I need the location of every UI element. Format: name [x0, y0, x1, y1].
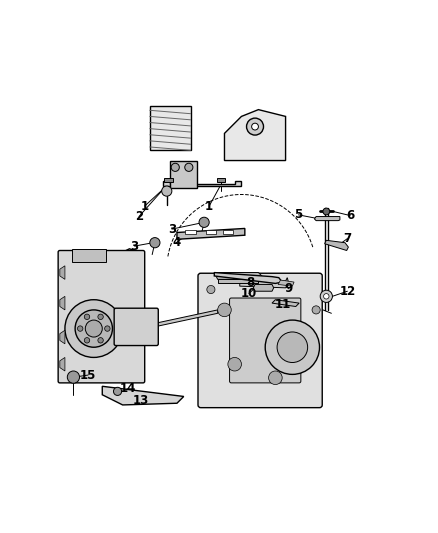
Circle shape: [98, 337, 103, 343]
Polygon shape: [72, 249, 106, 262]
Text: 8: 8: [246, 276, 254, 289]
Circle shape: [277, 332, 307, 362]
Polygon shape: [60, 330, 65, 344]
Polygon shape: [224, 110, 286, 160]
Polygon shape: [60, 296, 65, 310]
Circle shape: [85, 320, 102, 337]
Text: 4: 4: [172, 236, 180, 249]
Circle shape: [171, 163, 179, 172]
FancyBboxPatch shape: [198, 273, 322, 408]
Circle shape: [228, 358, 241, 371]
Circle shape: [207, 286, 215, 294]
Polygon shape: [253, 285, 274, 291]
Polygon shape: [325, 240, 348, 251]
Polygon shape: [177, 229, 245, 239]
Text: 3: 3: [131, 239, 138, 253]
Text: 12: 12: [339, 285, 356, 298]
Circle shape: [265, 320, 320, 374]
Polygon shape: [185, 230, 196, 234]
Text: 2: 2: [135, 210, 143, 223]
Text: 9: 9: [285, 282, 293, 295]
Text: 1: 1: [141, 199, 149, 213]
Polygon shape: [60, 266, 65, 279]
Circle shape: [113, 387, 122, 395]
Circle shape: [162, 186, 172, 196]
Polygon shape: [214, 272, 282, 284]
Polygon shape: [214, 272, 265, 279]
Circle shape: [150, 238, 160, 248]
Polygon shape: [218, 279, 258, 282]
Text: 6: 6: [346, 209, 354, 222]
Polygon shape: [146, 310, 218, 328]
Text: 7: 7: [343, 232, 351, 245]
Polygon shape: [314, 216, 340, 221]
Circle shape: [268, 371, 282, 385]
Text: 14: 14: [120, 382, 136, 395]
Text: 3: 3: [168, 223, 176, 236]
Circle shape: [312, 306, 320, 314]
Polygon shape: [170, 160, 197, 188]
Text: 15: 15: [80, 369, 96, 382]
Polygon shape: [240, 278, 289, 288]
Circle shape: [84, 314, 90, 319]
Polygon shape: [206, 230, 216, 234]
Circle shape: [84, 337, 90, 343]
Circle shape: [185, 163, 193, 172]
Text: 11: 11: [275, 298, 291, 311]
Circle shape: [98, 314, 103, 319]
Polygon shape: [223, 230, 233, 234]
FancyBboxPatch shape: [230, 298, 301, 383]
Circle shape: [320, 290, 332, 302]
Polygon shape: [164, 178, 173, 182]
Text: 13: 13: [133, 394, 149, 407]
Polygon shape: [278, 280, 294, 286]
Polygon shape: [272, 300, 299, 306]
Polygon shape: [102, 386, 184, 405]
FancyBboxPatch shape: [58, 251, 145, 383]
Polygon shape: [61, 249, 140, 378]
FancyBboxPatch shape: [114, 308, 158, 345]
Circle shape: [78, 326, 83, 332]
Circle shape: [323, 208, 330, 215]
Circle shape: [199, 217, 209, 228]
Circle shape: [324, 294, 329, 299]
Text: 5: 5: [294, 208, 303, 221]
Polygon shape: [60, 358, 65, 371]
Text: 10: 10: [241, 287, 257, 300]
Circle shape: [75, 310, 113, 347]
Circle shape: [67, 371, 80, 383]
Circle shape: [65, 300, 123, 358]
Circle shape: [105, 326, 110, 332]
Circle shape: [218, 303, 231, 317]
Polygon shape: [217, 178, 225, 182]
Polygon shape: [163, 181, 241, 186]
Circle shape: [247, 118, 264, 135]
Polygon shape: [150, 106, 191, 150]
Circle shape: [251, 123, 258, 130]
Text: 1: 1: [205, 199, 213, 213]
